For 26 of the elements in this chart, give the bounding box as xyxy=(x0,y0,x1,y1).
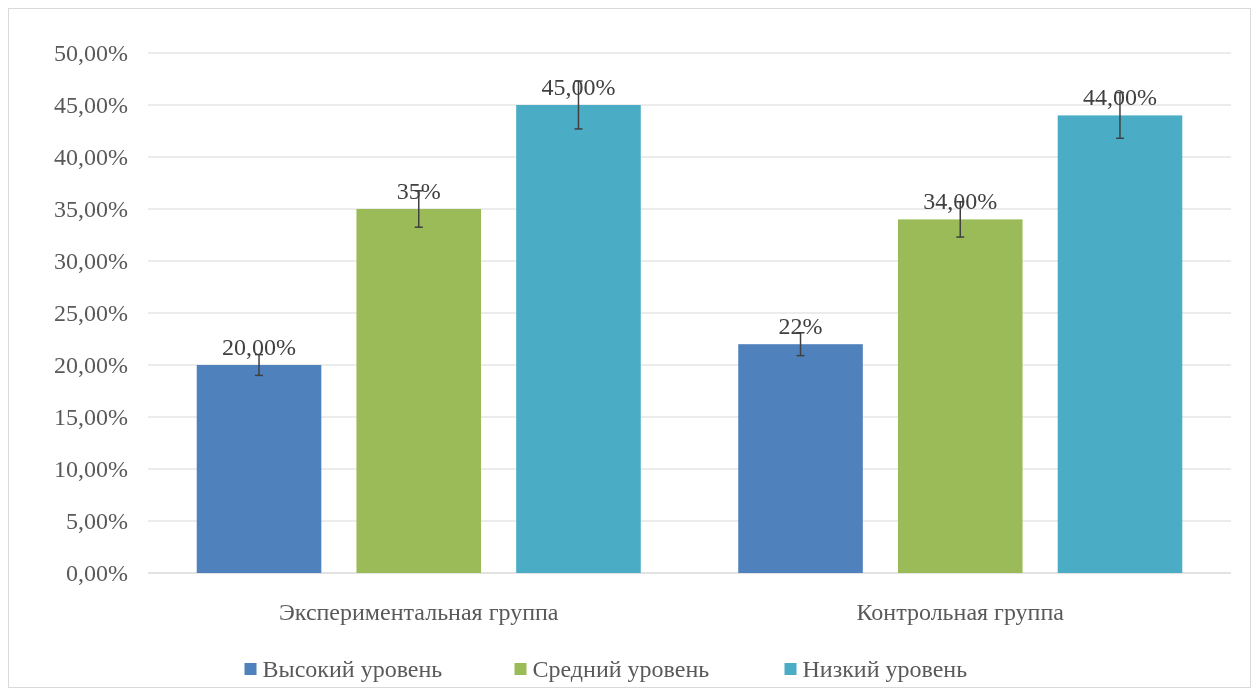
y-tick-label: 0,00% xyxy=(66,560,128,587)
y-tick-label: 50,00% xyxy=(54,40,128,67)
bar xyxy=(897,219,1023,573)
legend-label: Средний уровень xyxy=(532,656,710,683)
legend-label: Низкий уровень xyxy=(802,656,968,683)
data-label: 35% xyxy=(396,178,441,204)
x-tick-label: Экспериментальная группа xyxy=(278,599,559,625)
y-tick-label: 25,00% xyxy=(54,300,128,327)
y-tick-label: 10,00% xyxy=(54,456,128,483)
data-label: 34,00% xyxy=(923,188,998,215)
y-tick-label: 5,00% xyxy=(66,508,128,535)
y-tick-label: 20,00% xyxy=(54,352,128,379)
y-tick-label: 40,00% xyxy=(54,144,128,171)
bar xyxy=(1057,115,1183,573)
legend-label: Высокий уровень xyxy=(262,656,443,683)
y-tick-label: 15,00% xyxy=(54,404,128,431)
data-label: 22% xyxy=(778,313,823,340)
data-label: 20,00% xyxy=(222,334,297,360)
y-tick-label: 45,00% xyxy=(54,92,128,119)
y-tick-label: 30,00% xyxy=(54,248,128,275)
bar xyxy=(196,365,322,573)
x-tick-label: Контрольная группа xyxy=(856,599,1065,625)
bar xyxy=(356,209,482,573)
bar xyxy=(738,344,863,573)
y-tick-label: 35,00% xyxy=(54,196,128,223)
bar xyxy=(516,105,641,573)
